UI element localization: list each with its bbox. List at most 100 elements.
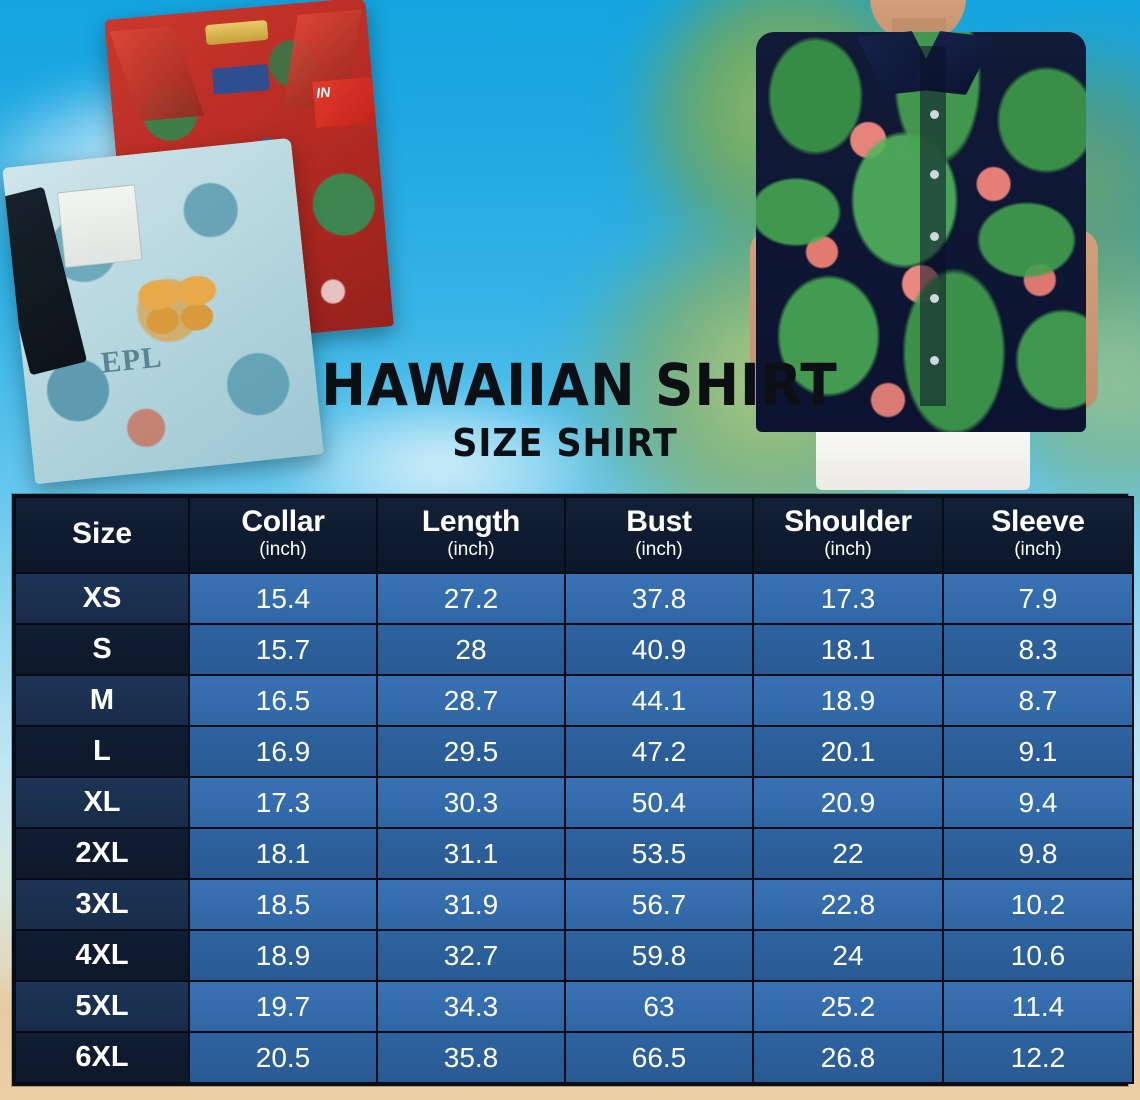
column-header-collar-unit: (inch)	[259, 538, 307, 560]
column-header-collar-label: Collar	[241, 505, 325, 539]
cell-shoulder: 22	[752, 827, 944, 880]
cell-sleeve: 10.2	[942, 878, 1134, 931]
cell-shoulder: 20.9	[752, 776, 944, 829]
cell-sleeve: 9.4	[942, 776, 1134, 829]
column-header-length-unit: (inch)	[447, 538, 495, 560]
cell-collar: 16.9	[188, 725, 378, 778]
chart-title-block: HAWAIIAN SHIRT SIZE SHIRT	[300, 351, 838, 462]
column-header-shoulder: Shoulder (inch)	[752, 496, 944, 574]
cell-shoulder: 25.2	[752, 980, 944, 1033]
size-table-body: XS 15.4 27.2 37.8 17.3 7.9 S 15.7 28 40.9 18.1 8.3 M…	[14, 572, 1134, 1084]
cell-collar: 20.5	[188, 1031, 378, 1084]
butterfly-print	[131, 264, 225, 343]
column-header-shoulder-label: Shoulder	[784, 505, 912, 539]
cell-shoulder: 17.3	[752, 572, 944, 625]
cell-sleeve: 10.6	[942, 929, 1134, 982]
cell-collar: 17.3	[188, 776, 378, 829]
cell-size: XL	[14, 776, 190, 829]
cell-collar: 15.7	[188, 623, 378, 676]
cell-sleeve: 7.9	[942, 572, 1134, 625]
size-table-head: Size Collar (inch) Length (inch) Bust (i…	[14, 496, 1134, 574]
cell-length: 34.3	[376, 980, 566, 1033]
cell-length: 31.9	[376, 878, 566, 931]
cell-length: 35.8	[376, 1031, 566, 1084]
cell-length: 28	[376, 623, 566, 676]
table-row: 5XL 19.7 34.3 63 25.2 11.4	[14, 980, 1134, 1033]
cell-sleeve: 9.8	[942, 827, 1134, 880]
cell-length: 29.5	[376, 725, 566, 778]
cell-collar: 18.5	[188, 878, 378, 931]
shirt-button	[930, 232, 939, 241]
table-row: XL 17.3 30.3 50.4 20.9 9.4	[14, 776, 1134, 829]
cell-bust: 37.8	[564, 572, 754, 625]
cell-sleeve: 12.2	[942, 1031, 1134, 1084]
cell-size: 5XL	[14, 980, 190, 1033]
column-header-sleeve-label: Sleeve	[991, 505, 1085, 539]
column-header-sleeve: Sleeve (inch)	[942, 496, 1134, 574]
cell-shoulder: 20.1	[752, 725, 944, 778]
table-row: M 16.5 28.7 44.1 18.9 8.7	[14, 674, 1134, 727]
size-table: Size Collar (inch) Length (inch) Bust (i…	[14, 496, 1134, 1084]
table-row: L 16.9 29.5 47.2 20.1 9.1	[14, 725, 1134, 778]
model-photo	[742, 0, 1098, 490]
blue-hawaiian-shirt: EPL	[2, 137, 324, 485]
cell-bust: 50.4	[564, 776, 754, 829]
column-header-sleeve-unit: (inch)	[1014, 538, 1062, 560]
table-row: 3XL 18.5 31.9 56.7 22.8 10.2	[14, 878, 1134, 931]
cell-collar: 15.4	[188, 572, 378, 625]
column-header-length-label: Length	[421, 505, 521, 539]
cell-bust: 47.2	[564, 725, 754, 778]
cell-shoulder: 22.8	[752, 878, 944, 931]
cell-length: 31.1	[376, 827, 566, 880]
shirt-brand-badge: IN	[312, 76, 377, 128]
cell-shoulder: 24	[752, 929, 944, 982]
cell-collar: 18.9	[188, 929, 378, 982]
cell-length: 30.3	[376, 776, 566, 829]
cell-size: L	[14, 725, 190, 778]
cell-collar: 16.5	[188, 674, 378, 727]
cell-length: 28.7	[376, 674, 566, 727]
cell-bust: 44.1	[564, 674, 754, 727]
column-header-collar: Collar (inch)	[188, 496, 378, 574]
column-header-size-label: Size	[71, 517, 133, 550]
cell-sleeve: 9.1	[942, 725, 1134, 778]
cell-bust: 53.5	[564, 827, 754, 880]
column-header-length: Length (inch)	[376, 496, 566, 574]
shirt-fold-shadow	[2, 186, 88, 376]
cell-size: XS	[14, 572, 190, 625]
shirt-button	[930, 170, 939, 179]
shirt-collar-left	[109, 26, 205, 122]
column-header-bust-label: Bust	[626, 505, 692, 539]
column-header-bust: Bust (inch)	[564, 496, 754, 574]
cell-bust: 40.9	[564, 623, 754, 676]
cell-shoulder: 18.1	[752, 623, 944, 676]
model-shirt-placket	[920, 46, 946, 406]
cell-size: M	[14, 674, 190, 727]
shirt-button	[930, 110, 939, 119]
table-row: XS 15.4 27.2 37.8 17.3 7.9	[14, 572, 1134, 625]
size-table-container: Size Collar (inch) Length (inch) Bust (i…	[12, 494, 1134, 1086]
cell-length: 27.2	[376, 572, 566, 625]
table-row: 4XL 18.9 32.7 59.8 24 10.6	[14, 929, 1134, 982]
cell-bust: 59.8	[564, 929, 754, 982]
table-row: 6XL 20.5 35.8 66.5 26.8 12.2	[14, 1031, 1134, 1084]
cell-sleeve: 11.4	[942, 980, 1134, 1033]
cell-collar: 18.1	[188, 827, 378, 880]
page-title: HAWAIIAN SHIRT	[321, 351, 838, 419]
cell-size: 4XL	[14, 929, 190, 982]
cell-size: 2XL	[14, 827, 190, 880]
table-row: S 15.7 28 40.9 18.1 8.3	[14, 623, 1134, 676]
shirt-print-text: EPL	[99, 340, 164, 380]
column-header-bust-unit: (inch)	[635, 538, 683, 560]
cell-size: 3XL	[14, 878, 190, 931]
column-header-size: Size	[14, 496, 190, 574]
cell-size: 6XL	[14, 1031, 190, 1084]
cell-collar: 19.7	[188, 980, 378, 1033]
cell-size: S	[14, 623, 190, 676]
shirt-button	[930, 294, 939, 303]
cell-length: 32.7	[376, 929, 566, 982]
cell-bust: 56.7	[564, 878, 754, 931]
cell-shoulder: 18.9	[752, 674, 944, 727]
cell-shoulder: 26.8	[752, 1031, 944, 1084]
